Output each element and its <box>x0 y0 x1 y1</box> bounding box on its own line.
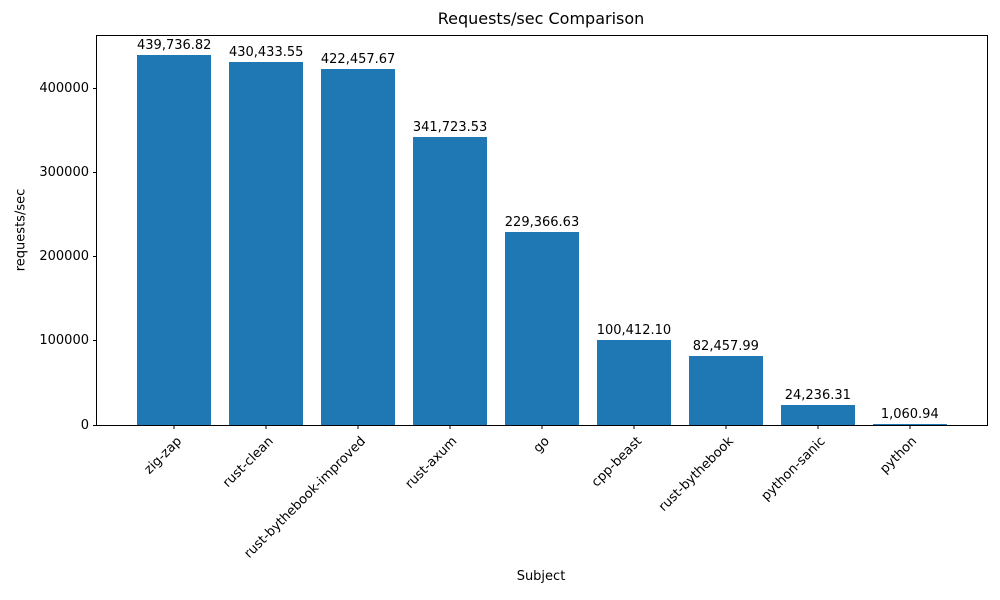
y-axis-tick <box>93 340 97 342</box>
bar-rust-axum <box>413 137 487 425</box>
x-tick-label-go: go <box>530 434 553 457</box>
y-tick-label-200000: 200000 <box>39 249 89 264</box>
bar-value-label-rust-clean: 430,433.55 <box>228 45 304 60</box>
x-tick-label-python-sanic: python-sanic <box>758 434 829 504</box>
x-tick-label-cpp-beast: cpp-beast <box>588 434 645 491</box>
y-axis-tick <box>93 87 97 89</box>
bar-value-label-rust-bythebook: 82,457.99 <box>692 339 759 354</box>
x-axis-tick <box>725 425 727 429</box>
bar-value-label-rust-axum: 341,723.53 <box>412 120 488 135</box>
bar-rust-bythebook <box>689 356 763 425</box>
x-axis-tick <box>541 425 543 429</box>
y-tick-label-0: 0 <box>80 417 89 433</box>
x-tick-label-python: python <box>877 434 921 477</box>
bar-value-label-rust-bythebook-improved: 422,457.67 <box>320 52 396 67</box>
x-tick-label-rust-bythebook: rust-bythebook <box>655 434 737 515</box>
bar-rust-bythebook-improved <box>321 69 395 425</box>
x-axis-tick <box>449 425 451 429</box>
x-axis-tick <box>817 425 819 429</box>
x-axis-label: Subject <box>516 569 566 584</box>
y-axis-tick <box>93 424 97 426</box>
bar-value-label-go: 229,366.63 <box>504 215 580 230</box>
x-axis-tick <box>265 425 267 429</box>
plot-area: 439,736.82 zig-zap 430,433.55 rust-clean 422… <box>39 35 988 561</box>
x-tick-label-zig-zap: zig-zap <box>141 434 185 478</box>
x-axis-tick <box>173 425 175 429</box>
bar-value-label-python-sanic: 24,236.31 <box>784 388 851 403</box>
bar-python <box>872 424 947 425</box>
bar-value-label-cpp-beast: 100,412.10 <box>596 323 672 338</box>
bar-python-sanic <box>781 405 855 425</box>
x-axis-tick <box>909 425 911 429</box>
y-tick-label-400000: 400000 <box>39 80 89 96</box>
y-axis-tick <box>93 171 97 173</box>
bar-go <box>505 232 579 425</box>
x-axis-tick <box>633 425 635 429</box>
x-axis-tick <box>357 425 359 429</box>
x-tick-label-rust-clean: rust-clean <box>220 434 277 491</box>
y-axis-tick <box>93 256 97 257</box>
chart-title: Requests/sec Comparison <box>437 9 645 28</box>
x-tick-label-rust-axum: rust-axum <box>402 434 461 492</box>
y-axis-label: requests/sec <box>13 188 29 272</box>
bar-cpp-beast <box>597 340 671 425</box>
bar-zig-zap <box>137 55 211 425</box>
bar-value-label-zig-zap: 439,736.82 <box>137 38 212 53</box>
bar-value-label-python: 1,060.94 <box>880 407 939 422</box>
bar-rust-clean <box>229 62 303 425</box>
y-tick-label-300000: 300000 <box>39 164 89 180</box>
y-tick-label-100000: 100000 <box>39 333 89 349</box>
